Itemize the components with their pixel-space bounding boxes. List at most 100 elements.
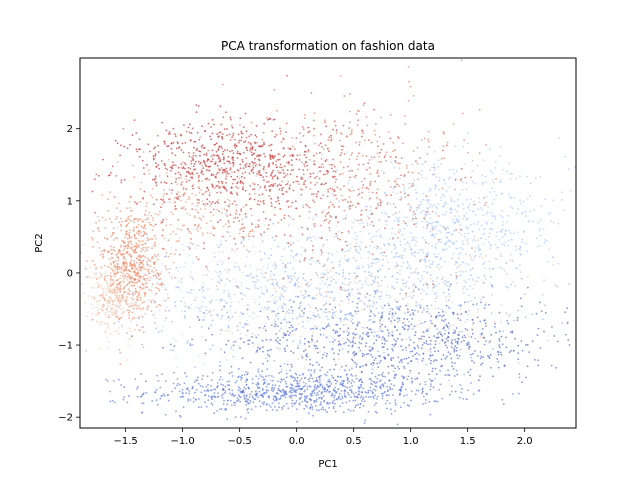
scatter-point — [341, 402, 344, 404]
scatter-point — [500, 335, 503, 338]
scatter-point — [369, 378, 372, 380]
scatter-point — [362, 404, 365, 407]
scatter-point — [348, 393, 350, 396]
scatter-point — [387, 242, 390, 245]
scatter-point — [466, 239, 469, 242]
scatter-point — [392, 191, 395, 194]
scatter-point — [172, 127, 175, 130]
scatter-point — [497, 353, 500, 356]
scatter-point — [393, 166, 396, 169]
scatter-point — [319, 142, 322, 145]
scatter-point — [306, 238, 309, 240]
scatter-point — [210, 389, 212, 392]
scatter-point — [210, 138, 213, 141]
scatter-point — [510, 238, 513, 241]
scatter-point — [285, 385, 288, 388]
scatter-point — [187, 400, 190, 402]
scatter-point — [374, 394, 376, 397]
scatter-point — [433, 163, 436, 166]
scatter-point — [307, 131, 310, 134]
scatter-point — [476, 316, 479, 319]
scatter-point — [267, 306, 270, 309]
scatter-point — [337, 221, 339, 224]
scatter-point — [386, 202, 389, 205]
scatter-point — [532, 220, 535, 223]
scatter-point — [202, 285, 204, 288]
scatter-point — [339, 286, 342, 289]
scatter-point — [438, 177, 441, 179]
scatter-point — [315, 195, 318, 198]
scatter-point — [241, 172, 244, 175]
scatter-point — [162, 346, 164, 349]
scatter-point — [320, 183, 323, 186]
scatter-point — [295, 254, 297, 257]
scatter-point — [278, 171, 280, 174]
scatter-point — [302, 183, 305, 186]
scatter-point — [426, 284, 429, 286]
scatter-point — [496, 246, 499, 249]
scatter-point — [257, 387, 259, 389]
scatter-point — [421, 322, 424, 324]
scatter-point — [343, 153, 346, 156]
scatter-point — [271, 402, 274, 404]
scatter-point — [355, 328, 357, 331]
scatter-point — [433, 234, 436, 237]
scatter-point — [389, 114, 392, 116]
scatter-point — [262, 346, 264, 348]
scatter-point — [342, 166, 345, 169]
scatter-point — [279, 397, 282, 400]
scatter-point — [465, 226, 468, 229]
scatter-point — [220, 123, 223, 126]
scatter-point — [184, 310, 186, 313]
scatter-point — [114, 139, 117, 142]
scatter-point — [123, 145, 125, 148]
scatter-point — [248, 172, 251, 175]
scatter-point — [368, 334, 371, 337]
scatter-point — [197, 354, 200, 357]
scatter-point — [221, 314, 224, 317]
scatter-point — [171, 152, 174, 155]
scatter-point — [462, 291, 465, 294]
scatter-point — [215, 150, 218, 153]
scatter-point — [427, 130, 430, 133]
scatter-point — [376, 398, 378, 400]
scatter-point — [453, 347, 456, 350]
scatter-point — [471, 230, 474, 233]
scatter-point — [171, 277, 173, 280]
scatter-point — [190, 160, 193, 163]
scatter-point — [324, 373, 326, 376]
scatter-point — [365, 155, 368, 158]
scatter-point — [357, 310, 359, 313]
scatter-point — [277, 221, 279, 224]
scatter-point — [181, 142, 184, 145]
scatter-point — [188, 392, 191, 395]
scatter-point — [187, 126, 190, 129]
scatter-point — [470, 274, 472, 277]
scatter-point — [293, 283, 296, 286]
scatter-point — [521, 238, 524, 241]
scatter-point — [405, 357, 408, 360]
scatter-point — [200, 391, 203, 394]
scatter-point — [428, 187, 431, 190]
scatter-point — [371, 348, 373, 351]
scatter-point — [126, 296, 128, 298]
scatter-point — [411, 350, 414, 353]
scatter-point — [289, 383, 292, 386]
scatter-point — [111, 252, 114, 255]
scatter-point — [309, 175, 312, 178]
scatter-point — [412, 179, 415, 182]
scatter-point — [399, 240, 402, 243]
scatter-point — [449, 208, 451, 211]
scatter-point — [429, 385, 432, 388]
scatter-point — [313, 127, 315, 130]
scatter-point — [290, 375, 292, 378]
scatter-point — [245, 157, 248, 160]
scatter-point — [349, 386, 351, 389]
scatter-point — [425, 221, 428, 223]
scatter-point — [498, 344, 501, 347]
scatter-point — [251, 336, 253, 338]
scatter-point — [387, 335, 390, 337]
scatter-point — [246, 320, 248, 322]
scatter-point — [414, 215, 417, 218]
scatter-point — [92, 230, 95, 233]
